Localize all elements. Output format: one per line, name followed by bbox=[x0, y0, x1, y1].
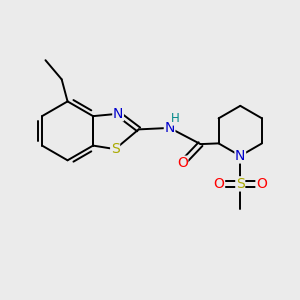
Text: N: N bbox=[164, 121, 175, 135]
Text: N: N bbox=[113, 107, 123, 121]
Text: N: N bbox=[235, 149, 245, 163]
Text: O: O bbox=[256, 177, 267, 191]
Text: S: S bbox=[236, 177, 245, 191]
Text: O: O bbox=[214, 177, 224, 191]
Text: S: S bbox=[111, 142, 119, 156]
Text: H: H bbox=[170, 112, 179, 125]
Text: O: O bbox=[177, 156, 188, 170]
